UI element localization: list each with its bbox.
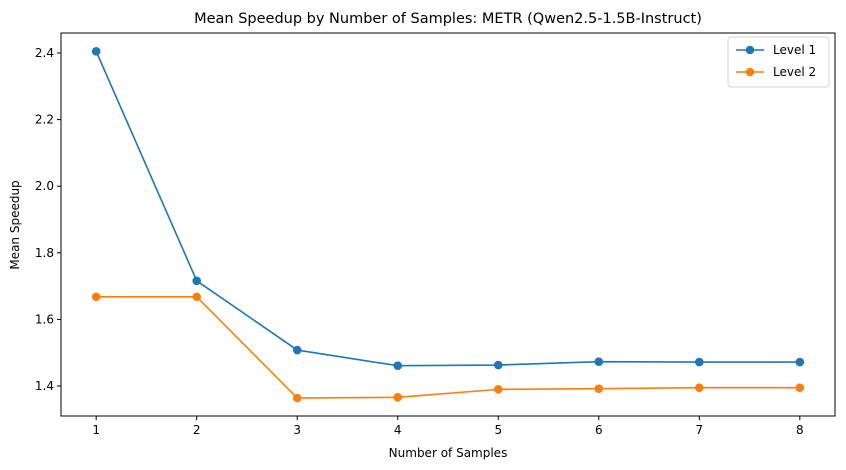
data-point-series-1-3 (292, 345, 302, 355)
series-line-2 (96, 295, 800, 399)
x-tick-label: 3 (293, 423, 301, 437)
x-tick-label: 5 (494, 423, 502, 437)
data-point-series-1-2 (192, 276, 202, 286)
y-tick-label: 1.6 (35, 312, 54, 326)
y-tick-label: 1.8 (35, 246, 54, 260)
plot-area: 1 2 3 4 5 6 7 8 1.4 1.6 1.8 2.0 2.2 2.4 (35, 32, 836, 437)
data-point-series-1-4 (393, 361, 403, 371)
x-tick-label: 4 (394, 423, 402, 437)
legend-marker-1 (745, 45, 755, 55)
data-point-series-1-7 (694, 357, 704, 367)
legend-label-1: Level 1 (773, 43, 816, 57)
x-tick-label: 1 (92, 423, 100, 437)
data-point-series-2-6 (594, 384, 604, 393)
y-tick-label: 2.0 (35, 179, 54, 193)
data-point-series-2-8 (795, 383, 805, 392)
axes-frame (60, 32, 836, 417)
data-point-series-2-3 (292, 393, 302, 403)
y-tick-label: 1.4 (35, 379, 54, 393)
data-point-series-2-2 (192, 292, 202, 302)
legend: Level 1 Level 2 (727, 36, 830, 88)
x-tick-label: 6 (595, 423, 603, 437)
data-point-series-2-7 (694, 383, 704, 392)
data-point-series-1-8 (795, 357, 805, 367)
data-point-series-1-6 (594, 357, 604, 367)
series-line-1 (95, 50, 800, 367)
data-point-series-2-4 (393, 393, 403, 402)
y-tick-label: 2.2 (35, 113, 54, 127)
legend-marker-2 (745, 67, 755, 77)
data-point-series-2-5 (493, 385, 503, 394)
x-tick-label: 7 (695, 423, 703, 437)
x-axis-label: Number of Samples (389, 446, 508, 460)
data-point-series-1-5 (493, 360, 503, 370)
chart-title: Mean Speedup by Number of Samples: METR … (194, 11, 702, 27)
data-point-series-1-1 (91, 47, 101, 56)
data-point-series-2-1 (91, 292, 101, 302)
legend-label-2: Level 2 (773, 65, 816, 79)
y-tick-label: 2.4 (35, 46, 54, 60)
y-axis-label: Mean Speedup (8, 180, 22, 269)
x-tick-label: 8 (796, 423, 804, 437)
x-tick-label: 2 (193, 423, 201, 437)
